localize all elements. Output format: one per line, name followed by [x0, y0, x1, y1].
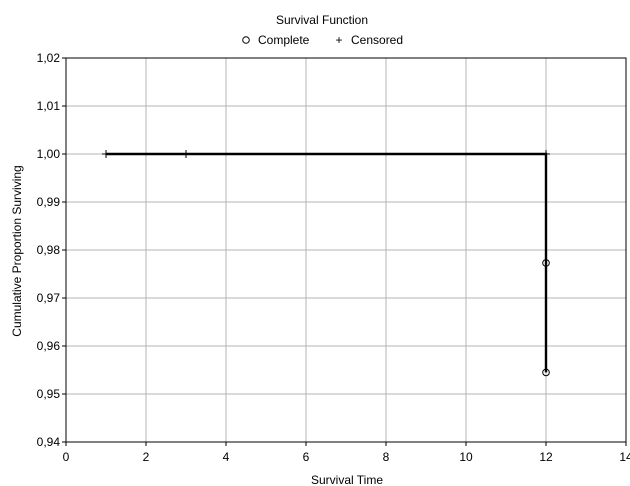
y-tick-label: 0,98 [37, 243, 61, 257]
x-tick-label: 14 [619, 450, 630, 464]
y-tick-label: 0,94 [37, 435, 61, 449]
censored-point [102, 150, 110, 158]
y-tick-label: 0,97 [37, 291, 61, 305]
complete-point [542, 259, 550, 267]
x-tick-label: 2 [143, 450, 150, 464]
legend-censored-marker: + [335, 33, 342, 47]
complete-point [542, 368, 550, 377]
x-tick-label: 12 [539, 450, 553, 464]
y-tick-label: 0,96 [37, 339, 61, 353]
legend: Complete + Censored [242, 33, 403, 47]
legend-complete-marker [242, 36, 250, 44]
x-tick-label: 6 [303, 450, 310, 464]
plot-series [102, 150, 550, 377]
legend-complete-label: Complete [258, 33, 310, 47]
y-tick-label: 1,00 [37, 147, 61, 161]
y-tick-label: 1,01 [37, 99, 61, 113]
x-tick-label: 10 [459, 450, 473, 464]
censored-point [182, 150, 190, 158]
y-axis-label: Cumulative Proportion Surviving [10, 165, 24, 336]
censored-point [542, 150, 550, 158]
x-tick-label: 0 [63, 450, 70, 464]
chart-title: Survival Function [276, 13, 368, 27]
y-tick-label: 0,95 [37, 387, 61, 401]
axis-ticks: 0 2 4 6 8 10 12 14 0,94 0,95 0,96 0,97 0,98 0,99 1,00 1… [37, 51, 630, 464]
x-tick-label: 4 [223, 450, 230, 464]
grid [65, 57, 627, 443]
y-tick-label: 1,02 [37, 51, 61, 65]
survival-step-line [106, 152, 548, 373]
y-tick-label: 0,99 [37, 195, 61, 209]
x-tick-label: 8 [383, 450, 390, 464]
legend-censored-label: Censored [351, 33, 403, 47]
x-axis-label: Survival Time [311, 473, 383, 486]
plot-frame [65, 57, 627, 443]
